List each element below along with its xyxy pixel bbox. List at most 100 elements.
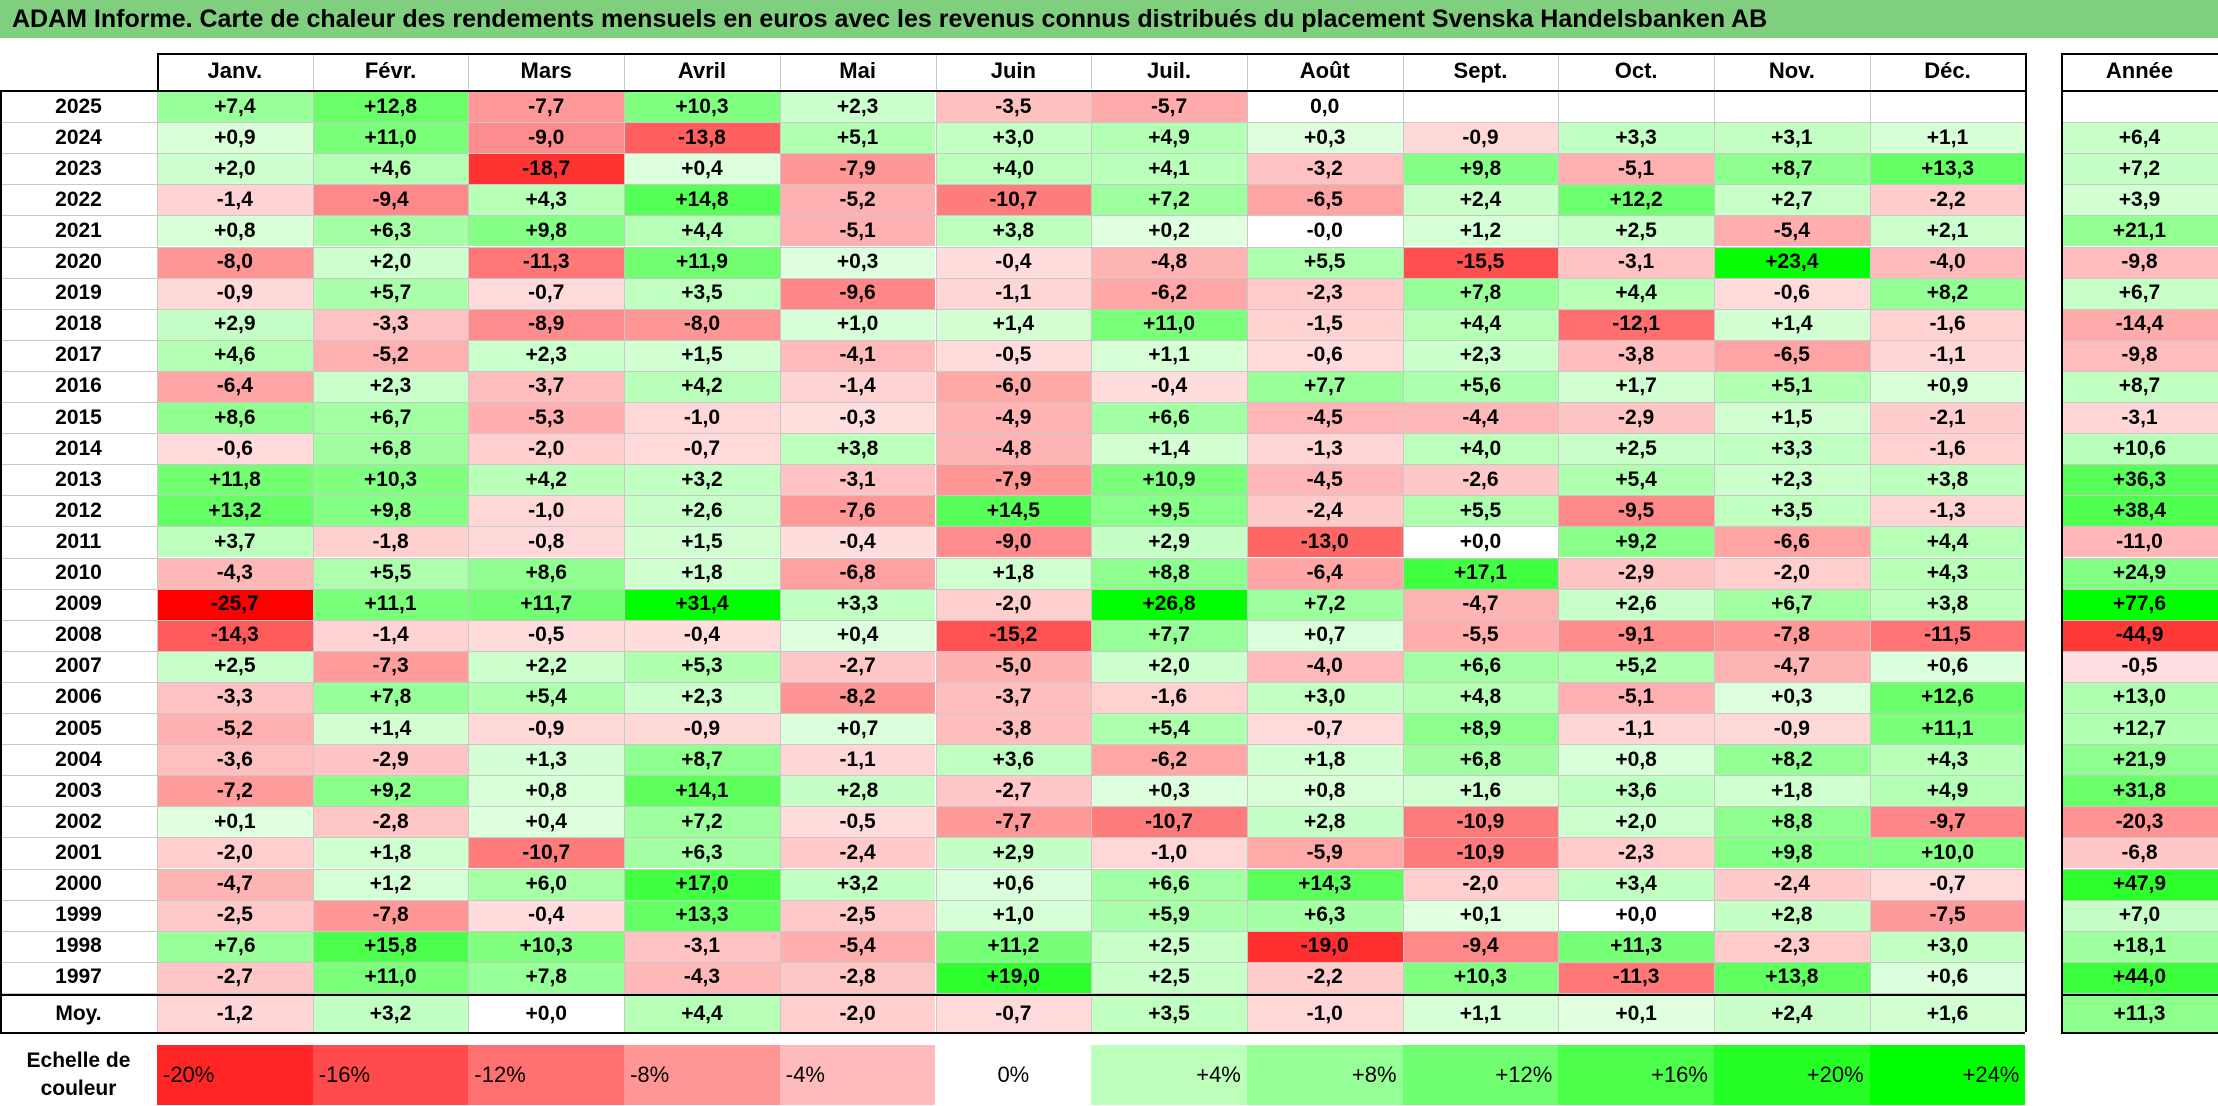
color-scale-label: Echelle de couleur xyxy=(26,1049,131,1100)
heatmap-cell: +2,3 xyxy=(468,339,625,371)
heatmap-cell: +0,3 xyxy=(779,246,936,278)
year-label: 2022 xyxy=(0,184,157,216)
annual-cell: +44,0 xyxy=(2061,961,2218,993)
grid-line xyxy=(0,246,2026,248)
heatmap-cell: -6,5 xyxy=(1714,339,1870,371)
average-cell: +1,1 xyxy=(1402,995,1559,1032)
heatmap-cell: -0,3 xyxy=(779,402,936,434)
annual-cell: -11,0 xyxy=(2061,526,2218,558)
heatmap-cell: -15,5 xyxy=(1402,246,1559,278)
grid-line xyxy=(2061,619,2218,621)
heatmap-cell: -2,4 xyxy=(1714,868,1870,900)
heatmap-cell: +4,9 xyxy=(1869,775,2026,807)
heatmap-cell: +1,8 xyxy=(312,837,469,869)
heatmap-cell xyxy=(1558,91,1714,123)
heatmap-cell: -0,7 xyxy=(624,433,780,465)
year-label: 1998 xyxy=(0,930,157,962)
heatmap-cell: -0,5 xyxy=(779,806,936,838)
heatmap-cell: +0,9 xyxy=(157,122,313,154)
heatmap-cell: +2,3 xyxy=(779,91,936,123)
heatmap-cell: +0,4 xyxy=(624,153,780,185)
heatmap-cell: +2,3 xyxy=(312,370,469,402)
heatmap-cell: -3,8 xyxy=(935,713,1092,745)
heatmap-cell: -0,9 xyxy=(468,713,625,745)
heatmap-cell: +0,7 xyxy=(779,713,936,745)
grid-line xyxy=(0,993,2026,996)
color-scale-step: -16% xyxy=(312,1045,469,1105)
heatmap-cell: +5,1 xyxy=(1714,370,1870,402)
heatmap-cell: -5,2 xyxy=(312,339,469,371)
heatmap-cell: +8,7 xyxy=(624,744,780,776)
heatmap-cell: +7,7 xyxy=(1246,370,1403,402)
heatmap-cell: -9,6 xyxy=(779,277,936,309)
heatmap-cell: +10,3 xyxy=(312,464,469,496)
heatmap-cell: -5,7 xyxy=(1091,91,1247,123)
heatmap-cell: -2,9 xyxy=(312,744,469,776)
grid-line xyxy=(2061,681,2218,683)
heatmap-cell: +13,2 xyxy=(157,495,313,527)
heatmap-cell: +1,1 xyxy=(1091,339,1247,371)
heatmap-cell: +6,3 xyxy=(1246,899,1403,931)
heatmap-cell: -4,9 xyxy=(935,402,1092,434)
heatmap-cell: +1,3 xyxy=(468,744,625,776)
grid-line xyxy=(1091,53,1093,1032)
month-header: Avril xyxy=(624,53,780,89)
heatmap-cell: +3,0 xyxy=(1869,930,2026,962)
annual-cell: -44,9 xyxy=(2061,619,2218,651)
heatmap-cell: -3,3 xyxy=(312,308,469,340)
annual-cell: +38,4 xyxy=(2061,495,2218,527)
heatmap-cell: +14,3 xyxy=(1246,868,1403,900)
color-scale-step: -8% xyxy=(624,1045,780,1105)
heatmap-cell: +12,8 xyxy=(312,91,469,123)
heatmap-cell: -4,1 xyxy=(779,339,936,371)
color-scale-step: +8% xyxy=(1246,1045,1403,1105)
average-annual-cell: +11,3 xyxy=(2061,995,2218,1032)
heatmap-cell: +2,6 xyxy=(1558,588,1714,620)
color-scale-step: +24% xyxy=(1869,1045,2026,1105)
heatmap-cell: -5,4 xyxy=(779,930,936,962)
grid-line xyxy=(0,308,2026,310)
heatmap-cell: -0,6 xyxy=(157,433,313,465)
grid-line xyxy=(0,713,2026,714)
grid-line xyxy=(1246,53,1248,1032)
year-label: 2010 xyxy=(0,557,157,589)
heatmap-cell: +11,9 xyxy=(624,246,780,278)
year-label: 2007 xyxy=(0,650,157,682)
heatmap-cell: +2,9 xyxy=(935,837,1092,869)
heatmap-cell: +4,9 xyxy=(1091,122,1247,154)
heatmap-cell: +4,6 xyxy=(312,153,469,185)
heatmap-cell: +2,2 xyxy=(468,650,625,682)
grid-line xyxy=(2061,993,2218,996)
heatmap-cell: +3,6 xyxy=(1558,775,1714,807)
heatmap-cell: -2,4 xyxy=(1246,495,1403,527)
heatmap-cell: +1,5 xyxy=(1714,402,1870,434)
heatmap-cell: +6,8 xyxy=(312,433,469,465)
annual-cell: +6,7 xyxy=(2061,277,2218,309)
year-label: 2008 xyxy=(0,619,157,651)
year-label: 2003 xyxy=(0,775,157,807)
heatmap-cell: +0,1 xyxy=(157,806,313,838)
heatmap-cell: +11,0 xyxy=(312,961,469,993)
heatmap-cell: +8,2 xyxy=(1869,277,2026,309)
grid-line xyxy=(0,899,2026,901)
heatmap-cell: -9,0 xyxy=(935,526,1092,558)
annual-cell: +77,6 xyxy=(2061,588,2218,620)
grid-line xyxy=(2061,837,2218,839)
grid-line xyxy=(1558,53,1560,1032)
year-label: 2001 xyxy=(0,837,157,869)
heatmap-cell: -0,5 xyxy=(935,339,1092,371)
heatmap-cell: +13,3 xyxy=(624,899,780,931)
heatmap-cell: +5,5 xyxy=(1246,246,1403,278)
heatmap-cell: +12,6 xyxy=(1869,681,2026,713)
color-scale-step: +4% xyxy=(1091,1045,1247,1105)
heatmap-cell: -7,6 xyxy=(779,495,936,527)
year-label: 2000 xyxy=(0,868,157,900)
heatmap-cell: -3,5 xyxy=(935,91,1092,123)
chart-title: ADAM Informe. Carte de chaleur des rende… xyxy=(0,0,2218,38)
grid-line xyxy=(2061,122,2218,124)
month-header: Juil. xyxy=(1091,53,1247,89)
heatmap-cell: -5,1 xyxy=(779,215,936,247)
annual-cell: -6,8 xyxy=(2061,837,2218,869)
heatmap-cell: +4,0 xyxy=(1402,433,1559,465)
grid-line xyxy=(0,930,2026,932)
